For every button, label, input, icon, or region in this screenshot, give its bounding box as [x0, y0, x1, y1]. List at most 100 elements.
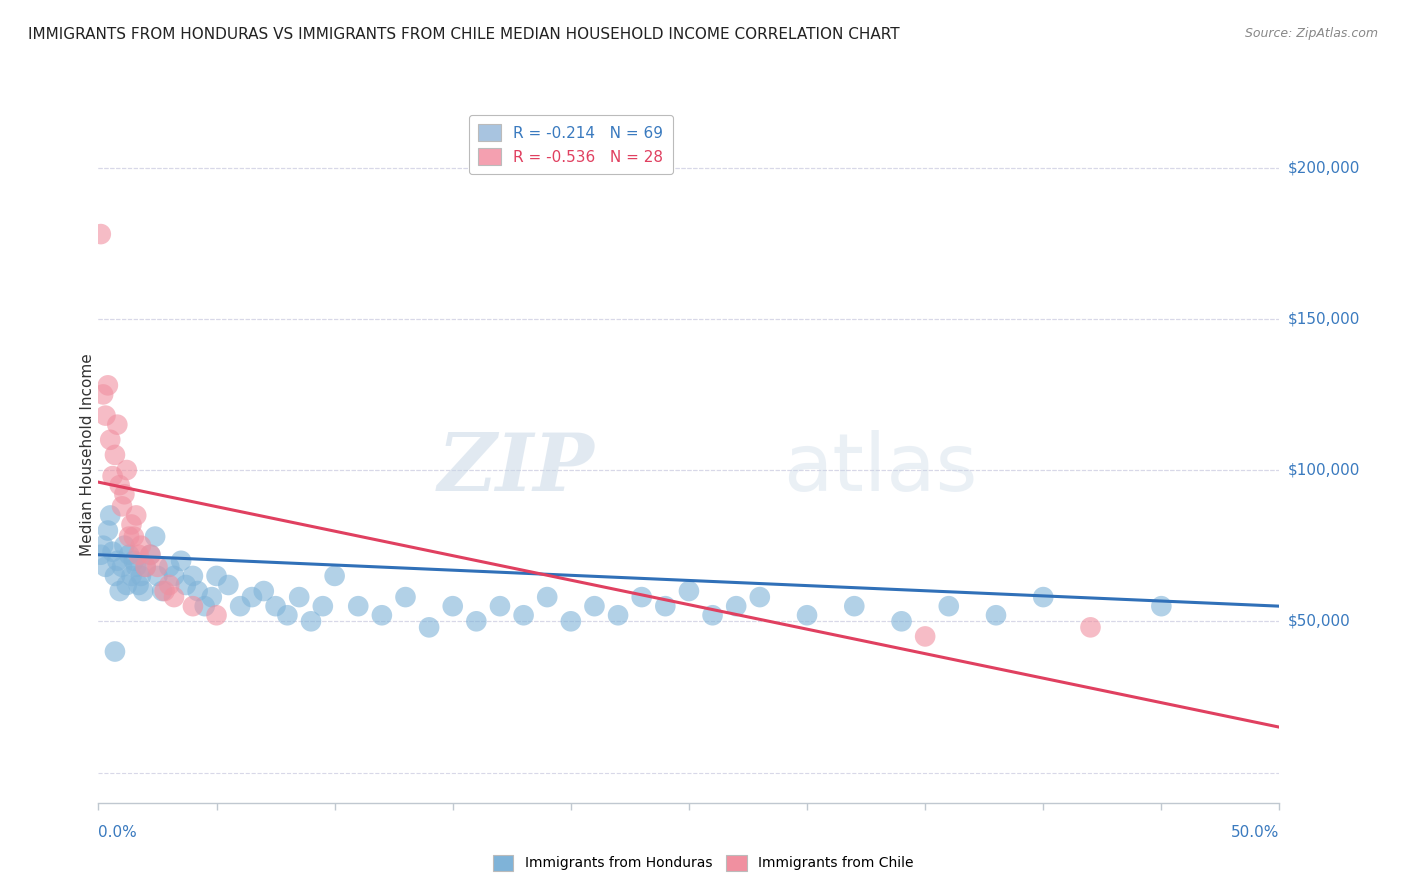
Point — [125, 559, 148, 574]
Point — [115, 463, 138, 477]
Point — [105, 417, 128, 432]
Point — [104, 448, 127, 462]
Point — [94, 559, 117, 574]
Point — [129, 539, 152, 553]
Point — [240, 590, 263, 604]
Point — [98, 508, 121, 523]
Point — [128, 548, 150, 562]
Point — [678, 584, 700, 599]
Point — [101, 469, 124, 483]
Point — [170, 554, 193, 568]
Text: Source: ZipAtlas.com: Source: ZipAtlas.com — [1244, 27, 1378, 40]
Point — [1032, 590, 1054, 604]
Point — [111, 500, 134, 514]
Point — [91, 387, 114, 401]
Point — [135, 559, 157, 574]
Point — [748, 590, 770, 604]
Point — [94, 409, 117, 423]
Point — [105, 554, 128, 568]
Point — [181, 569, 204, 583]
Point — [129, 569, 152, 583]
Point — [111, 559, 134, 574]
Point — [181, 599, 204, 614]
Text: 0.0%: 0.0% — [98, 825, 138, 840]
Point — [796, 608, 818, 623]
Point — [702, 608, 724, 623]
Point — [1080, 620, 1102, 634]
Point — [465, 615, 488, 629]
Point — [187, 584, 209, 599]
Point — [163, 590, 186, 604]
Point — [229, 599, 252, 614]
Point — [725, 599, 748, 614]
Point — [312, 599, 335, 614]
Point — [323, 569, 346, 583]
Point — [560, 615, 582, 629]
Point — [128, 578, 150, 592]
Point — [104, 569, 127, 583]
Point — [288, 590, 311, 604]
Point — [139, 548, 162, 562]
Text: $150,000: $150,000 — [1288, 311, 1360, 326]
Point — [112, 487, 135, 501]
Point — [135, 559, 157, 574]
Y-axis label: Median Household Income: Median Household Income — [80, 353, 94, 557]
Point — [101, 545, 124, 559]
Point — [118, 530, 141, 544]
Point — [844, 599, 866, 614]
Point — [91, 539, 114, 553]
Point — [90, 548, 112, 562]
Point — [174, 578, 197, 592]
Point — [512, 608, 534, 623]
Point — [139, 548, 162, 562]
Point — [299, 615, 322, 629]
Point — [938, 599, 960, 614]
Point — [394, 590, 416, 604]
Text: $200,000: $200,000 — [1288, 160, 1360, 175]
Legend: R = -0.214   N = 69, R = -0.536   N = 28: R = -0.214 N = 69, R = -0.536 N = 28 — [470, 115, 672, 175]
Point — [122, 530, 145, 544]
Point — [104, 644, 127, 658]
Point — [253, 584, 276, 599]
Point — [607, 608, 630, 623]
Point — [150, 584, 173, 599]
Point — [121, 569, 143, 583]
Point — [536, 590, 558, 604]
Point — [489, 599, 512, 614]
Point — [418, 620, 440, 634]
Point — [371, 608, 394, 623]
Point — [163, 569, 186, 583]
Point — [143, 530, 166, 544]
Point — [115, 578, 138, 592]
Legend: Immigrants from Honduras, Immigrants from Chile: Immigrants from Honduras, Immigrants fro… — [486, 849, 920, 876]
Point — [122, 554, 145, 568]
Point — [157, 578, 180, 592]
Text: $100,000: $100,000 — [1288, 463, 1360, 477]
Point — [205, 569, 228, 583]
Point — [108, 478, 131, 492]
Point — [205, 608, 228, 623]
Text: 50.0%: 50.0% — [1232, 825, 1279, 840]
Text: atlas: atlas — [783, 430, 977, 508]
Point — [630, 590, 652, 604]
Point — [217, 578, 239, 592]
Point — [121, 517, 143, 532]
Point — [157, 559, 180, 574]
Point — [583, 599, 606, 614]
Point — [153, 584, 176, 599]
Point — [125, 508, 148, 523]
Point — [132, 584, 155, 599]
Point — [264, 599, 287, 614]
Point — [146, 559, 169, 574]
Point — [98, 433, 121, 447]
Point — [201, 590, 224, 604]
Point — [914, 629, 936, 643]
Text: IMMIGRANTS FROM HONDURAS VS IMMIGRANTS FROM CHILE MEDIAN HOUSEHOLD INCOME CORREL: IMMIGRANTS FROM HONDURAS VS IMMIGRANTS F… — [28, 27, 900, 42]
Point — [146, 569, 169, 583]
Point — [984, 608, 1007, 623]
Point — [276, 608, 298, 623]
Text: ZIP: ZIP — [437, 430, 595, 508]
Point — [97, 524, 120, 538]
Point — [112, 539, 135, 553]
Point — [441, 599, 464, 614]
